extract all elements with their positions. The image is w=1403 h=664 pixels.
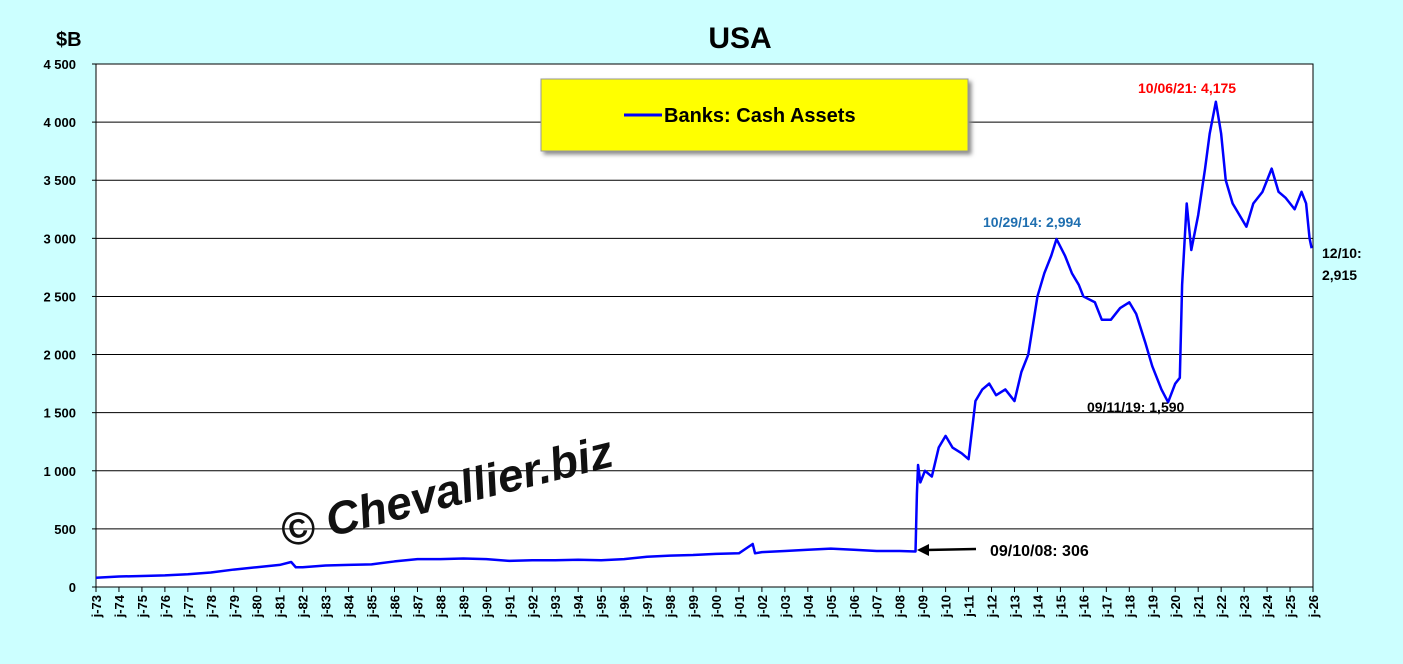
x-tick-label: j-75 [135, 595, 150, 618]
y-tick-label: 1 000 [43, 464, 76, 479]
x-tick-label: j-10 [939, 595, 954, 618]
annotation: 2,915 [1322, 267, 1357, 283]
x-tick-label: j-20 [1168, 595, 1183, 618]
x-tick-label: j-17 [1099, 595, 1114, 618]
x-tick-label: j-01 [732, 595, 747, 618]
x-tick-label: j-02 [755, 595, 770, 618]
y-tick-label: 1 500 [43, 406, 76, 421]
annotation: 09/11/19: 1,590 [1087, 399, 1185, 415]
y-axis-label: $B [56, 29, 82, 51]
x-tick-label: j-18 [1122, 595, 1137, 618]
x-tick-label: j-25 [1283, 595, 1298, 618]
x-tick-label: j-09 [916, 595, 931, 618]
x-tick-label: j-14 [1030, 594, 1045, 618]
grid [92, 63, 1314, 592]
x-tick-label: j-19 [1145, 595, 1160, 618]
y-tick-label: 4 500 [43, 57, 76, 72]
y-tick-label: 4 000 [43, 115, 76, 130]
x-tick-label: j-73 [89, 595, 104, 618]
x-tick-label: j-76 [158, 595, 173, 618]
x-tick-label: j-80 [250, 595, 265, 618]
x-tick-label: j-05 [824, 595, 839, 618]
chart-title: USA [708, 22, 771, 55]
annotation: 10/29/14: 2,994 [983, 214, 1081, 230]
x-tick-label: j-89 [456, 595, 471, 618]
x-tick-label: j-13 [1007, 595, 1022, 618]
y-tick-label: 3 500 [43, 173, 76, 188]
x-tick-label: j-85 [365, 595, 380, 618]
x-tick-label: j-12 [985, 595, 1000, 618]
x-tick-label: j-98 [663, 595, 678, 618]
y-tick-label: 2 000 [43, 348, 76, 363]
y-tick-label: 500 [54, 522, 76, 537]
x-tick-label: j-81 [273, 595, 288, 618]
x-tick-label: j-26 [1306, 595, 1321, 618]
annotation: 12/10: [1322, 245, 1362, 261]
annotation: 10/06/21: 4,175 [1138, 80, 1236, 96]
x-tick-label: j-88 [433, 595, 448, 618]
x-tick-label: j-93 [548, 595, 563, 618]
x-tick-label: j-23 [1237, 595, 1252, 618]
legend-box [540, 78, 969, 152]
x-tick-label: j-24 [1260, 594, 1275, 618]
x-tick-label: j-15 [1053, 595, 1068, 618]
x-tick-label: j-74 [112, 594, 127, 618]
x-tick-label: j-07 [870, 595, 885, 618]
x-tick-label: j-16 [1076, 595, 1091, 618]
x-tick-label: j-95 [594, 595, 609, 618]
x-tick-label: j-79 [227, 595, 242, 618]
x-tick-label: j-97 [640, 595, 655, 618]
annotation-arrowhead [917, 544, 929, 556]
series-layer [95, 100, 1313, 579]
x-tick-label: j-04 [801, 594, 816, 618]
x-tick-label: j-91 [502, 595, 517, 618]
x-tick-label: j-83 [319, 595, 334, 618]
y-tick-label: 3 000 [43, 231, 76, 246]
x-tick-label: j-86 [388, 595, 403, 618]
x-tick-label: j-84 [342, 594, 357, 618]
x-tick-label: j-11 [962, 595, 977, 618]
x-tick-label: j-82 [296, 595, 311, 618]
legend: Banks: Cash Assets [540, 78, 969, 152]
y-tick-label: 0 [69, 580, 76, 595]
x-tick-label: j-78 [204, 595, 219, 618]
series-line [95, 100, 1313, 579]
x-tick-label: j-92 [525, 595, 540, 618]
x-tick-label: j-00 [709, 595, 724, 618]
annotation: 09/10/08: 306 [990, 543, 1089, 560]
x-tick-label: j-03 [778, 595, 793, 618]
x-tick-label: j-08 [893, 595, 908, 618]
x-tick-label: j-06 [847, 595, 862, 618]
x-tick-label: j-21 [1191, 595, 1206, 618]
legend-label: Banks: Cash Assets [664, 105, 856, 127]
annotation-arrow [925, 547, 977, 552]
x-tick-label: j-99 [686, 595, 701, 618]
x-tick-label: j-90 [479, 595, 494, 618]
x-tick-label: j-77 [181, 595, 196, 618]
x-tick-label: j-87 [410, 595, 425, 618]
y-tick-label: 2 500 [43, 289, 76, 304]
x-tick-label: j-94 [571, 594, 586, 618]
x-tick-label: j-22 [1214, 595, 1229, 618]
x-tick-label: j-96 [617, 595, 632, 618]
